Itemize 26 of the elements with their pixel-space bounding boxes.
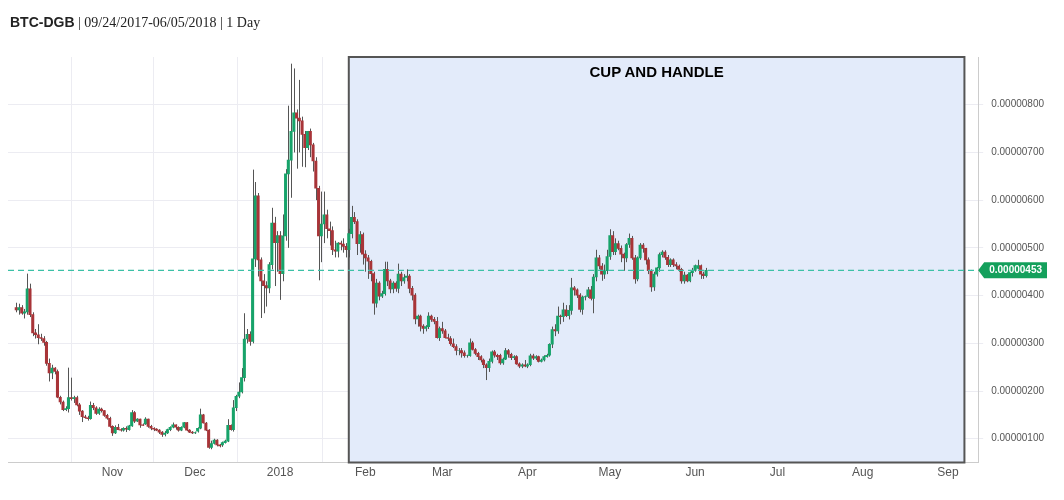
y-tick-label: 0.00000100 (991, 432, 1045, 444)
y-tick-label: 0.00000800 (991, 98, 1045, 110)
band-label: CUP AND HANDLE (589, 63, 724, 80)
ref-line-label: 0.00000453 (989, 264, 1043, 276)
x-tick-label: Jun (685, 465, 705, 480)
y-tick-label: 0.00000300 (991, 337, 1045, 349)
y-tick-label: 0.00000600 (991, 193, 1045, 205)
x-tick-label: Jul (769, 465, 786, 480)
x-tick-label: Sep (937, 465, 959, 480)
y-tick-label: 0.00000400 (991, 289, 1045, 301)
x-tick-label: 2018 (266, 465, 294, 480)
y-tick-label: 0.00000200 (991, 384, 1045, 396)
candlestick (273, 216, 277, 287)
candlestick (652, 271, 656, 292)
x-tick-label: Dec (184, 465, 206, 480)
candlestick (358, 230, 362, 254)
x-tick-label: Mar (431, 465, 453, 480)
chart-title: BTC-DGB | 09/24/2017-06/05/2018 | 1 Day (9, 13, 262, 32)
x-tick-label: May (598, 465, 622, 480)
candlestick (578, 292, 582, 313)
x-tick-label: Nov (101, 465, 124, 480)
y-tick-label: 0.00000500 (991, 241, 1045, 253)
x-tick-label: Apr (518, 465, 537, 480)
x-tick-label: Feb (354, 465, 376, 480)
y-tick-label: 0.00000700 (991, 146, 1045, 158)
x-tick-label: Aug (852, 465, 874, 480)
